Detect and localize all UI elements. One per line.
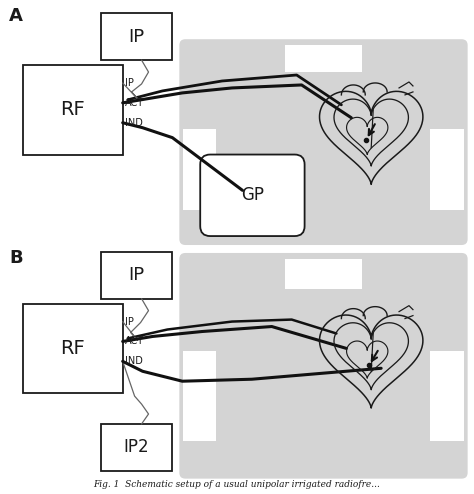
Text: IP: IP (128, 266, 145, 285)
Text: RF: RF (61, 100, 85, 120)
Bar (101, 252, 173, 299)
Bar (183, 128, 217, 210)
Text: ACT: ACT (125, 98, 144, 108)
Text: ACT: ACT (125, 336, 144, 346)
Bar (101, 424, 173, 471)
Text: IP: IP (125, 78, 134, 88)
Text: IP: IP (128, 28, 145, 46)
Bar (101, 13, 173, 60)
Bar (430, 351, 464, 441)
Bar (183, 351, 217, 441)
Text: A: A (9, 7, 23, 25)
Text: RF: RF (61, 339, 85, 358)
Text: IND: IND (125, 356, 143, 367)
Text: IP2: IP2 (124, 438, 149, 456)
Bar (23, 304, 123, 393)
FancyBboxPatch shape (179, 253, 468, 479)
Text: B: B (9, 249, 23, 267)
FancyBboxPatch shape (200, 155, 305, 236)
Bar (23, 65, 123, 155)
Text: IP: IP (125, 317, 134, 327)
Bar (430, 128, 464, 210)
Text: GP: GP (241, 186, 264, 205)
Text: IND: IND (125, 118, 143, 128)
Bar (285, 259, 362, 289)
Bar (285, 45, 362, 72)
FancyBboxPatch shape (179, 39, 468, 245)
Text: Fig. 1  Schematic setup of a usual unipolar irrigated radiofre...: Fig. 1 Schematic setup of a usual unipol… (93, 480, 381, 489)
